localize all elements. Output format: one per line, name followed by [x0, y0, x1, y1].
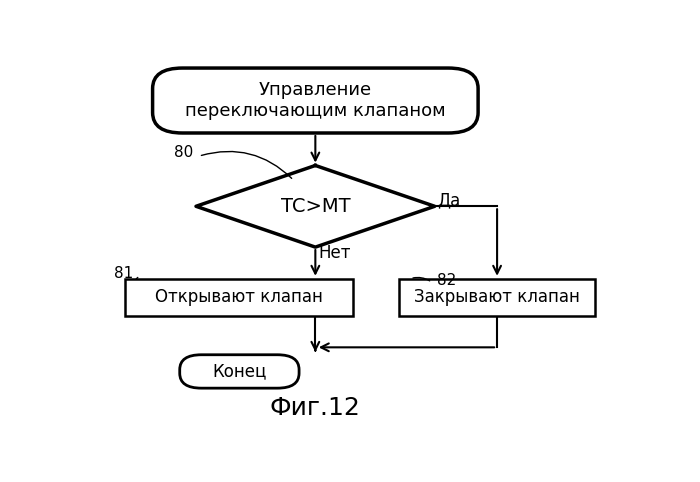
Text: 82: 82 — [438, 273, 456, 288]
Text: Фиг.12: Фиг.12 — [270, 396, 360, 420]
Text: Конец: Конец — [212, 362, 267, 380]
Text: 81: 81 — [114, 266, 134, 281]
FancyBboxPatch shape — [180, 355, 299, 388]
Text: Нет: Нет — [318, 244, 351, 262]
FancyBboxPatch shape — [153, 68, 478, 133]
FancyBboxPatch shape — [125, 279, 354, 316]
Polygon shape — [196, 165, 435, 247]
Text: Да: Да — [438, 192, 461, 210]
Text: 80: 80 — [174, 145, 193, 160]
Text: Открывают клапан: Открывают клапан — [155, 288, 323, 306]
Text: Управление
переключающим клапаном: Управление переключающим клапаном — [185, 81, 446, 120]
Text: TC>MT: TC>MT — [281, 197, 350, 216]
FancyBboxPatch shape — [400, 279, 595, 316]
Text: Закрывают клапан: Закрывают клапан — [414, 288, 580, 306]
